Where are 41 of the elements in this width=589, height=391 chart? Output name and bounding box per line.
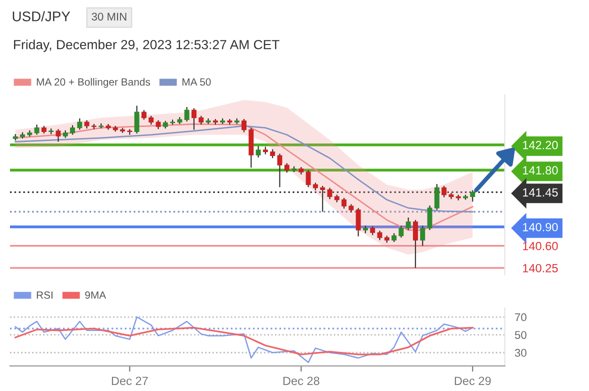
- legend-label: 9MA: [85, 291, 106, 299]
- candlestick: [56, 128, 61, 142]
- legend-label: MA 20 + Bollinger Bands: [36, 78, 150, 88]
- x-tick-label: Dec 27: [112, 376, 148, 386]
- candlestick: [398, 225, 404, 238]
- x-tick-label: Dec 29: [454, 376, 491, 386]
- legend-label: MA 50: [182, 78, 211, 86]
- legend-label: RSI: [36, 291, 52, 299]
- line-series: [14, 326, 474, 356]
- candlestick: [191, 108, 196, 130]
- candlestick: [77, 118, 82, 130]
- y-tick-label: 70: [515, 313, 526, 322]
- candlestick: [377, 230, 382, 241]
- candlestick: [34, 124, 40, 136]
- candlestick: [277, 153, 282, 188]
- candlestick: [256, 146, 261, 158]
- candlestick: [70, 124, 76, 136]
- x-tick-label: Dec 28: [283, 376, 320, 386]
- candlestick: [184, 106, 190, 122]
- y-tick-label: 141.80: [523, 166, 558, 175]
- candlestick: [306, 170, 311, 188]
- candlestick: [406, 216, 411, 231]
- candlestick: [141, 110, 146, 120]
- y-tick-label: 30: [514, 348, 526, 357]
- candlestick: [427, 204, 432, 231]
- candlestick: [284, 162, 290, 174]
- chart-title: USD/JPY: [12, 11, 70, 22]
- chart-subtitle: 30 MIN: [92, 12, 126, 21]
- candlestick: [412, 219, 418, 268]
- candlestick: [356, 207, 361, 237]
- candlestick: [342, 197, 347, 210]
- text: Friday, December 29, 2023 12:53:27 AM CET: [14, 40, 280, 52]
- candlestick: [242, 118, 246, 133]
- y-tick-label: 50: [514, 331, 526, 339]
- y-tick-label: 140.25: [523, 264, 558, 272]
- candlestick: [420, 225, 426, 246]
- y-tick-label: 140.60: [523, 242, 558, 250]
- y-tick-label: 140.90: [523, 222, 558, 232]
- candlestick: [134, 105, 140, 134]
- y-tick-label: 142.20: [523, 140, 558, 150]
- y-tick-label: 141.45: [523, 188, 558, 197]
